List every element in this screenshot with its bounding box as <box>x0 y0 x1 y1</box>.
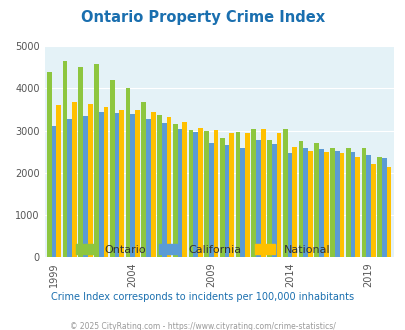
Bar <box>350 152 354 257</box>
Bar <box>141 102 146 257</box>
Bar <box>370 164 375 257</box>
Bar <box>361 148 365 257</box>
Bar <box>376 157 381 257</box>
Bar <box>83 116 88 257</box>
Bar <box>266 140 271 257</box>
Bar <box>94 64 99 257</box>
Bar <box>213 130 218 257</box>
Bar <box>240 148 245 257</box>
Bar <box>130 114 135 257</box>
Bar <box>220 138 224 257</box>
Bar <box>182 122 187 257</box>
Bar <box>166 117 171 257</box>
Bar <box>276 133 281 257</box>
Bar <box>173 124 177 257</box>
Bar <box>271 144 276 257</box>
Bar <box>339 153 343 257</box>
Bar <box>313 143 318 257</box>
Bar <box>114 113 119 257</box>
Bar <box>303 148 307 257</box>
Bar <box>287 153 292 257</box>
Bar <box>51 126 56 257</box>
Bar <box>318 149 323 257</box>
Bar <box>229 133 234 257</box>
Bar <box>354 157 359 257</box>
Bar <box>67 119 72 257</box>
Bar <box>386 167 390 257</box>
Bar <box>150 112 155 257</box>
Bar <box>146 119 150 257</box>
Bar <box>135 110 139 257</box>
Bar <box>282 129 287 257</box>
Bar <box>63 61 67 257</box>
Bar <box>177 129 182 257</box>
Bar <box>157 115 162 257</box>
Bar <box>78 67 83 257</box>
Bar <box>224 146 229 257</box>
Bar <box>198 128 202 257</box>
Bar <box>103 107 108 257</box>
Bar <box>292 147 296 257</box>
Bar <box>204 131 209 257</box>
Bar <box>323 152 328 257</box>
Bar <box>110 80 114 257</box>
Bar <box>193 132 198 257</box>
Text: Ontario Property Crime Index: Ontario Property Crime Index <box>81 10 324 25</box>
Bar <box>298 141 303 257</box>
Bar <box>251 129 256 257</box>
Bar <box>381 158 386 257</box>
Bar <box>88 104 92 257</box>
Bar <box>119 110 124 257</box>
Text: Crime Index corresponds to incidents per 100,000 inhabitants: Crime Index corresponds to incidents per… <box>51 292 354 302</box>
Bar <box>126 87 130 257</box>
Bar <box>56 105 61 257</box>
Bar <box>365 155 370 257</box>
Bar <box>72 102 77 257</box>
Text: © 2025 CityRating.com - https://www.cityrating.com/crime-statistics/: © 2025 CityRating.com - https://www.city… <box>70 322 335 330</box>
Bar <box>245 133 249 257</box>
Legend: Ontario, California, National: Ontario, California, National <box>75 245 330 255</box>
Bar <box>329 148 334 257</box>
Bar <box>162 123 166 257</box>
Bar <box>260 129 265 257</box>
Bar <box>188 130 193 257</box>
Bar <box>235 132 240 257</box>
Bar <box>334 150 339 257</box>
Bar <box>47 72 51 257</box>
Bar <box>345 148 350 257</box>
Bar <box>99 112 103 257</box>
Bar <box>209 143 213 257</box>
Bar <box>256 140 260 257</box>
Bar <box>307 150 312 257</box>
